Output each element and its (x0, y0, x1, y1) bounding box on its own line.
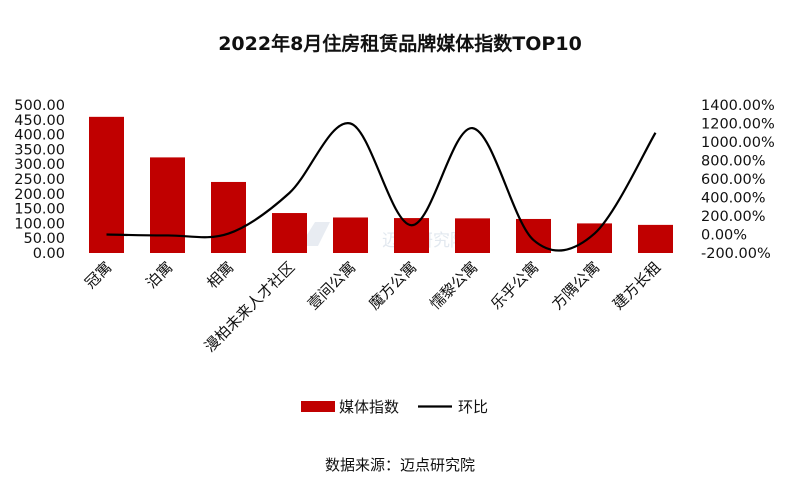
bar-漫柏未来人才社区 (272, 213, 307, 253)
source-note: 数据来源：迈点研究院 (325, 456, 475, 474)
left-tick-label: 250.00 (14, 172, 65, 188)
category-label: 壹间公寓 (304, 258, 359, 313)
right-tick-label: 1000.00% (701, 135, 775, 151)
left-tick-label: 400.00 (14, 128, 65, 144)
bar-魔方公寓 (394, 218, 429, 253)
left-tick-label: 100.00 (14, 216, 65, 232)
category-label: 建方长租 (609, 258, 664, 313)
category-label: 相寓 (203, 258, 237, 292)
bar-方隅公寓 (577, 223, 612, 253)
watermark-logo-icon (300, 222, 330, 246)
chart-title: 2022年8月住房租赁品牌媒体指数TOP10 (218, 32, 582, 55)
left-tick-label: 300.00 (14, 157, 65, 173)
right-tick-label: 800.00% (701, 154, 766, 170)
bar-冠寓 (89, 116, 124, 253)
bar-壹间公寓 (333, 217, 368, 253)
left-tick-label: 500.00 (14, 98, 65, 114)
left-axis-ticks: 500.00450.00400.00350.00300.00250.00200.… (14, 98, 65, 262)
category-label: 乐乎公寓 (487, 258, 542, 313)
legend-entry-bar: 媒体指数 (339, 398, 399, 416)
left-tick-label: 150.00 (14, 202, 65, 218)
left-tick-label: 350.00 (14, 142, 65, 158)
legend-entry-line: 环比 (458, 398, 488, 416)
category-label: 魔方公寓 (365, 258, 420, 313)
bar-泊寓 (150, 157, 185, 253)
left-tick-label: 450.00 (14, 113, 65, 129)
bar-相寓 (211, 181, 246, 253)
right-axis-ticks: 1400.00% 1200.00% 1000.00% 800.00% 600.00% 40… (701, 98, 775, 262)
category-label: 方隅公寓 (548, 258, 603, 313)
right-tick-label: 1400.00% (701, 98, 775, 114)
right-tick-label: 400.00% (701, 191, 766, 207)
bar-懦黎公寓 (455, 218, 490, 253)
category-label: 懦黎公寓 (426, 258, 481, 313)
right-tick-label: 600.00% (701, 172, 766, 188)
left-tick-label: 50.00 (23, 231, 65, 247)
category-label: 泊寓 (142, 258, 176, 292)
right-tick-label: 200.00% (701, 209, 766, 225)
category-label: 冠寓 (81, 258, 115, 292)
line-series-环比 (106, 122, 657, 252)
right-tick-label: 0.00% (701, 228, 747, 244)
watermark: 迈点研究院 (300, 222, 467, 251)
legend-bar-swatch (301, 401, 335, 412)
right-tick-label: -200.00% (701, 246, 771, 262)
bar-建方长租 (638, 224, 673, 253)
left-tick-label: 200.00 (14, 187, 65, 203)
left-tick-label: 0.00 (33, 246, 65, 262)
legend: 媒体指数 环比 (301, 398, 488, 416)
right-tick-label: 1200.00% (701, 117, 775, 133)
bars (89, 116, 673, 253)
